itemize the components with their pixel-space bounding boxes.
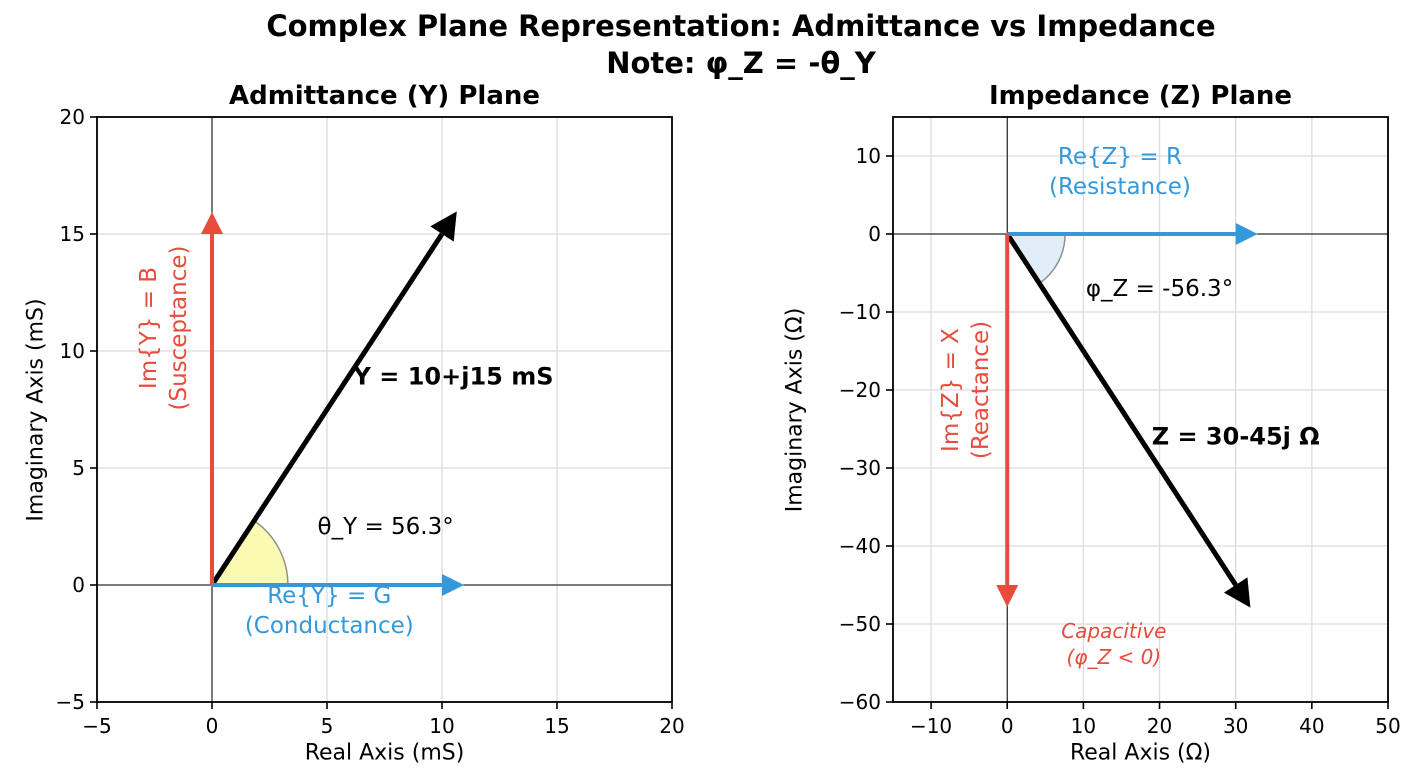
reactance-vector-head bbox=[996, 585, 1019, 607]
admittance-vector-shaft bbox=[209, 232, 445, 587]
reactance-axis-label-line: Im{Z} = X bbox=[937, 328, 964, 452]
admittance-plane-y-tick-label: −5 bbox=[55, 690, 85, 714]
impedance-plane-x-tick-label: 0 bbox=[1000, 714, 1014, 738]
admittance-plane-x-tick-label: 5 bbox=[320, 714, 334, 738]
impedance-plane-y-tick-label: −30 bbox=[838, 456, 881, 480]
impedance-plane-y-tick-label: −60 bbox=[838, 690, 881, 714]
admittance-plane-border bbox=[96, 116, 673, 703]
resistance-axis-label-line: (Resistance) bbox=[1048, 174, 1191, 201]
capacitive-region-label-line: Capacitive bbox=[1061, 618, 1167, 643]
reactance-axis-label: Im{Z} = X (Reactance) bbox=[937, 321, 997, 459]
phi-z-angle-wedge-label: φ_Z = -56.3° bbox=[1085, 276, 1234, 303]
figure-suptitle: Complex Plane Representation: Admittance… bbox=[62, 8, 1420, 82]
admittance-plane-x-tick-label: 15 bbox=[544, 714, 570, 738]
admittance-plane-xlabel: Real Axis (mS) bbox=[304, 740, 465, 766]
capacitive-region-label: Capacitive (φ_Z < 0) bbox=[1061, 618, 1166, 670]
conductance-axis-label-line: Re{Y} = G bbox=[267, 583, 392, 610]
admittance-plane-y-tick-label: 10 bbox=[59, 339, 85, 363]
admittance-plane-x-tick-label: 0 bbox=[205, 714, 219, 738]
susceptance-vector-head bbox=[201, 212, 223, 234]
impedance-vector-head bbox=[1223, 577, 1251, 608]
conductance-axis-label-line: (Conductance) bbox=[244, 612, 414, 639]
resistance-vector-head bbox=[1235, 223, 1258, 245]
susceptance-axis-label: Im{Y} = B (Susceptance) bbox=[135, 245, 195, 410]
reactance-axis-label-line: (Reactance) bbox=[967, 320, 994, 460]
impedance-vector-label: Z = 30-45j Ω bbox=[1151, 422, 1320, 451]
admittance-plane-y-tick-label: 0 bbox=[72, 573, 85, 597]
susceptance-axis-label-line: Im{Y} = B bbox=[135, 266, 162, 389]
susceptance-axis-label-line: (Susceptance) bbox=[165, 245, 192, 411]
capacitive-region-label-line: (φ_Z < 0) bbox=[1066, 644, 1162, 669]
impedance-plane-x-tick-label: 30 bbox=[1222, 714, 1249, 738]
theta-y-angle-wedge-label: θ_Y = 56.3° bbox=[317, 513, 454, 540]
conductance-vector-head bbox=[442, 574, 464, 596]
impedance-plane-x-tick-label: −10 bbox=[909, 714, 953, 738]
impedance-plane-y-tick-label: −20 bbox=[838, 378, 881, 402]
admittance-vector-head bbox=[430, 211, 457, 242]
impedance-plane-title: Impedance (Z) Plane bbox=[988, 81, 1293, 112]
impedance-plane-border bbox=[892, 116, 1389, 703]
admittance-plane-y-tick-label: 15 bbox=[59, 222, 85, 246]
resistance-axis-label-line: Re{Z} = R bbox=[1057, 144, 1182, 171]
admittance-plane-y-tick-label: 5 bbox=[72, 456, 85, 480]
impedance-plane-y-tick-label: 0 bbox=[868, 222, 881, 246]
admittance-plane-x-tick-label: 20 bbox=[659, 714, 685, 738]
impedance-plane-x-tick-label: 10 bbox=[1070, 714, 1097, 738]
impedance-plane-ylabel: Imaginary Axis (Ω) bbox=[782, 307, 808, 512]
impedance-plane-y-tick-label: 10 bbox=[855, 144, 881, 168]
impedance-plane-x-tick-label: 40 bbox=[1299, 714, 1325, 738]
impedance-plane-y-tick-label: −40 bbox=[838, 534, 881, 558]
impedance-vector-shaft bbox=[1005, 232, 1238, 587]
admittance-plane-x-tick-label: −5 bbox=[82, 714, 112, 738]
theta-y-angle-wedge bbox=[210, 519, 289, 586]
admittance-plane-ylabel: Imaginary Axis (mS) bbox=[23, 297, 49, 522]
impedance-plane-xlabel: Real Axis (Ω) bbox=[1069, 740, 1212, 766]
admittance-plane-title: Admittance (Y) Plane bbox=[228, 81, 541, 112]
figure-subtitle: Note: φ_Z = -θ_Y bbox=[606, 45, 876, 80]
admittance-vector-label: Y = 10+j15 mS bbox=[353, 362, 554, 391]
resistance-axis-label: Re{Z} = R (Resistance) bbox=[1049, 143, 1191, 203]
admittance-plane-y-tick-label: 20 bbox=[59, 105, 85, 129]
impedance-plane-x-tick-label: 50 bbox=[1375, 714, 1401, 738]
impedance-plane-y-tick-label: −50 bbox=[838, 612, 881, 636]
impedance-plane-y-tick-label: −10 bbox=[838, 300, 881, 324]
admittance-plane-x-tick-label: 10 bbox=[429, 714, 455, 738]
impedance-plane-x-tick-label: 20 bbox=[1146, 714, 1173, 738]
figure-title: Complex Plane Representation: Admittance… bbox=[266, 9, 1216, 43]
conductance-axis-label: Re{Y} = G (Conductance) bbox=[245, 582, 414, 642]
